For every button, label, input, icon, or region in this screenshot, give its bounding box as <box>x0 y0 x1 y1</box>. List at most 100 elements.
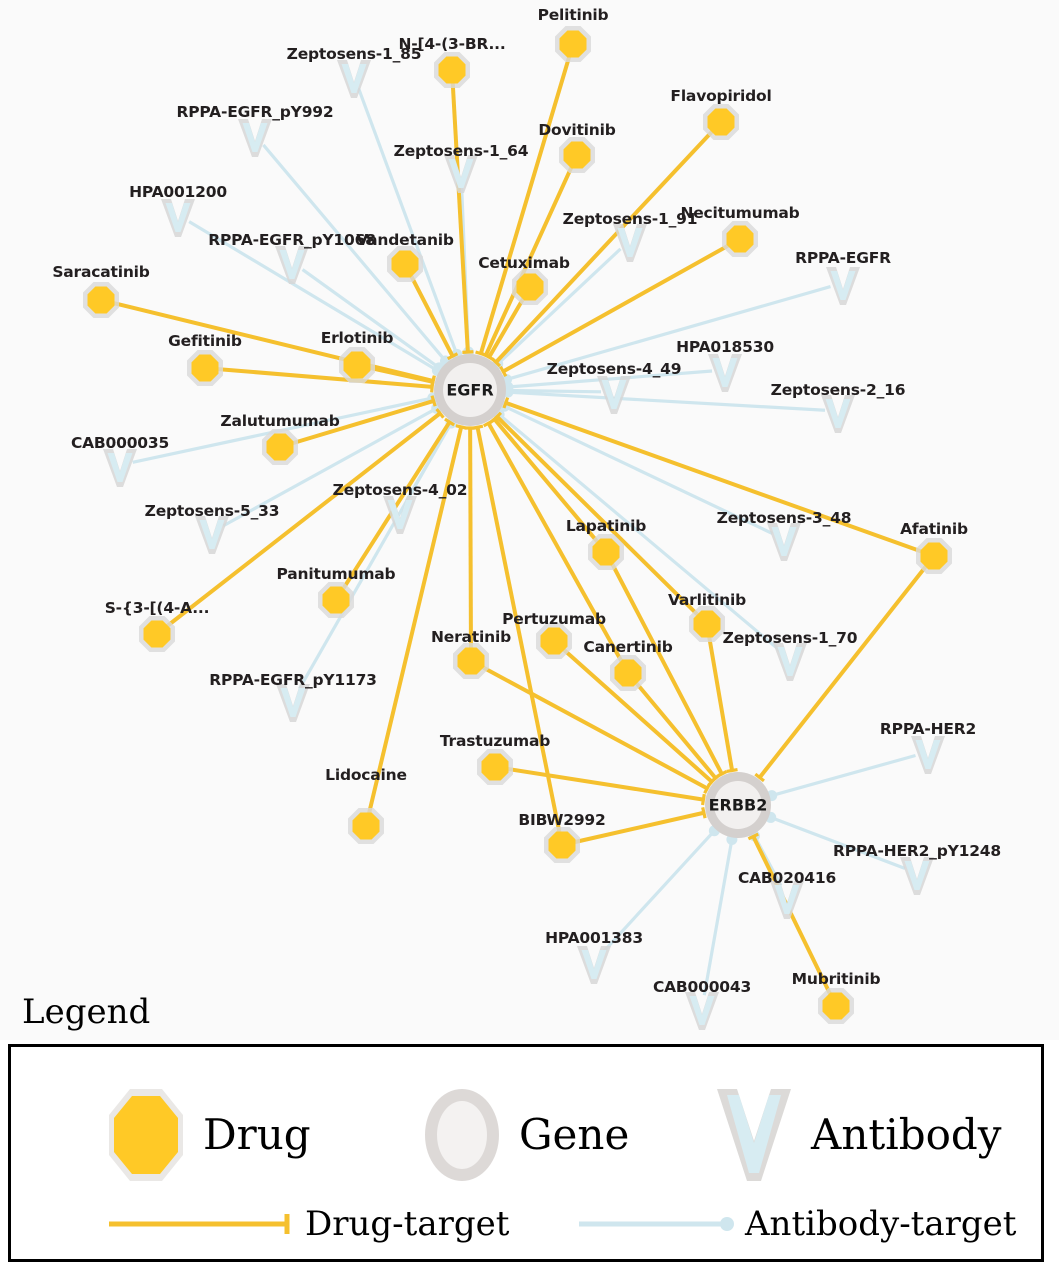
network-canvas[interactable]: Zeptosens-1_85 RPPA-EGFR_pY992 Zeptosens-1… <box>0 0 1059 1040</box>
gene-inner <box>714 781 762 829</box>
antibody-node-zeptosens-3_48[interactable] <box>767 523 801 561</box>
edge-endpoint-bar <box>462 350 474 354</box>
edge-hpa001200-EGFR <box>188 220 439 372</box>
antibody-node-zeptosens-4_49[interactable] <box>597 376 631 414</box>
antibody-node-rppa-her2_py1248[interactable] <box>900 857 934 895</box>
legend-title: Legend <box>22 992 151 1032</box>
edge-erlotinib-EGFR <box>369 365 434 384</box>
edge-rppa-egfr_py992-EGFR <box>262 143 447 362</box>
antibody-node-rppa-her2[interactable] <box>911 736 945 774</box>
drug-label-varlitinib: Varlitinib <box>667 591 747 609</box>
antibody-node-zeptosens-1_70[interactable] <box>773 643 807 681</box>
drug-label-lidocaine: Lidocaine <box>325 766 407 784</box>
antibody-node-zeptosens-1_91[interactable] <box>613 224 647 262</box>
antibody-node-cab020416[interactable] <box>770 881 804 919</box>
drug-node-saracatinib[interactable] <box>83 282 119 318</box>
drug-label-erlotinib: Erlotinib <box>320 329 394 347</box>
antibody-node-hpa001200[interactable] <box>161 199 195 237</box>
drug-node-mubritinib[interactable] <box>818 988 854 1024</box>
drug-octagon-icon <box>693 610 721 638</box>
antibody-chevron-icon <box>830 271 856 300</box>
antibody-node-rppa-egfr[interactable] <box>826 267 860 305</box>
antibody-node-cab000043[interactable] <box>685 992 719 1030</box>
drug-label-n-4-3-br: N-[4-(3-BR... <box>398 35 506 53</box>
edge-neratinib-EGFR <box>468 427 473 649</box>
antibody-label-cab000035: CAB000035 <box>70 434 170 452</box>
antibody-node-rppa-egfr_py1173[interactable] <box>276 684 310 722</box>
edge-varlitinib-EGFR <box>495 415 700 617</box>
edge-endpoint-bar <box>430 376 436 388</box>
drug-node-cetuximab[interactable] <box>512 269 548 305</box>
legend-antibody-label: Antibody <box>811 1110 1002 1159</box>
edge-rppa-egfr_py1173-EGFR <box>298 422 453 690</box>
antibody-node-cab000035[interactable] <box>103 449 137 487</box>
edge-dovitinib-EGFR <box>483 166 574 357</box>
antibody-label-hpa001383: HPA001383 <box>545 929 643 947</box>
edge-vandetanib-EGFR <box>409 274 455 358</box>
drug-node-varlitinib[interactable] <box>689 606 725 642</box>
antibody-node-zeptosens-1_85[interactable] <box>337 60 371 98</box>
drug-octagon-icon <box>457 647 485 675</box>
gene-node-ERBB2[interactable] <box>705 772 771 838</box>
drug-node-gefitinib[interactable] <box>187 350 223 386</box>
edge-rppa-her2_py1248-ERBB2 <box>770 815 906 870</box>
antibody-chevron-icon <box>341 64 367 93</box>
antibody-node-hpa001383[interactable] <box>577 946 611 984</box>
drug-node-flavopiridol[interactable] <box>703 104 739 140</box>
antibody-node-hpa018530[interactable] <box>708 354 742 392</box>
edge-lapatinib-ERBB2 <box>610 562 724 775</box>
edge-endpoint-bar <box>430 395 437 407</box>
antibody-chevron-icon <box>915 740 941 769</box>
drug-octagon-icon <box>481 753 509 781</box>
drug-octagon-icon <box>614 659 642 687</box>
antibody-label-rppa-her2_py1248: RPPA-HER2_pY1248 <box>833 842 1001 860</box>
antibody-label-zeptosens-3_48: Zeptosens-3_48 <box>716 509 852 527</box>
edge-varlitinib-ERBB2 <box>707 636 735 771</box>
drug-node-zalutumumab[interactable] <box>262 429 298 465</box>
drug-octagon-icon <box>540 627 568 655</box>
drug-node-neratinib[interactable] <box>453 643 489 679</box>
antibody-node-zeptosens-2_16[interactable] <box>821 395 855 433</box>
antibody-label-hpa018530: HPA018530 <box>676 338 774 356</box>
drug-octagon-icon <box>87 286 115 314</box>
antibody-chevron-icon <box>199 520 225 549</box>
drug-node-n-4-3-br[interactable] <box>434 52 470 88</box>
drug-node-dovitinib[interactable] <box>559 137 595 173</box>
antibody-label-hpa001200: HPA001200 <box>129 183 227 201</box>
edge-endpoint-bar <box>446 352 459 361</box>
antibody-node-rppa-egfr_py1068[interactable] <box>275 246 309 284</box>
antibody-node-zeptosens-5_33[interactable] <box>195 516 229 554</box>
drug-octagon-icon <box>438 56 466 84</box>
drug-node-lapatinib[interactable] <box>588 534 624 570</box>
antibody-chevron-icon <box>774 885 800 914</box>
drug-node-necitumumab[interactable] <box>722 221 758 257</box>
drug-label-lapatinib: Lapatinib <box>565 517 647 535</box>
drug-octagon-icon <box>143 620 171 648</box>
antibody-node-zeptosens-4_02[interactable] <box>383 496 417 534</box>
drug-node-vandetanib[interactable] <box>387 246 423 282</box>
antibody-node-rppa-egfr_py992[interactable] <box>238 119 272 157</box>
drug-octagon-icon <box>343 351 371 379</box>
drug-node-afatinib[interactable] <box>916 538 952 574</box>
edge-endpoint-bar <box>455 424 467 430</box>
edge-endpoint-bar <box>435 408 445 419</box>
gene-node-EGFR[interactable] <box>434 354 506 426</box>
drug-node-erlotinib[interactable] <box>339 347 375 383</box>
edge-rppa-egfr_py1068-EGFR <box>301 268 441 370</box>
drug-node-trastuzumab[interactable] <box>477 749 513 785</box>
edge-rppa-her2-ERBB2 <box>771 753 916 798</box>
antibody-label-rppa-her2: RPPA-HER2 <box>879 720 977 738</box>
drug-node-pelitinib[interactable] <box>555 26 591 62</box>
edge-zeptosens-1_85-EGFR <box>357 87 459 355</box>
drug-label-saracatinib: Saracatinib <box>52 263 150 281</box>
antibody-node-zeptosens-1_64[interactable] <box>444 155 478 193</box>
drug-label-mubritinib: Mubritinib <box>791 970 881 988</box>
drug-node-s-3-4-a[interactable] <box>139 616 175 652</box>
drug-node-bibw2992[interactable] <box>544 827 580 863</box>
drug-node-lidocaine[interactable] <box>348 808 384 844</box>
drug-node-pertuzumab[interactable] <box>536 623 572 659</box>
drug-node-panitumumab[interactable] <box>318 582 354 618</box>
drug-label-cetuximab: Cetuximab <box>478 254 570 272</box>
drug-node-canertinib[interactable] <box>610 655 646 691</box>
